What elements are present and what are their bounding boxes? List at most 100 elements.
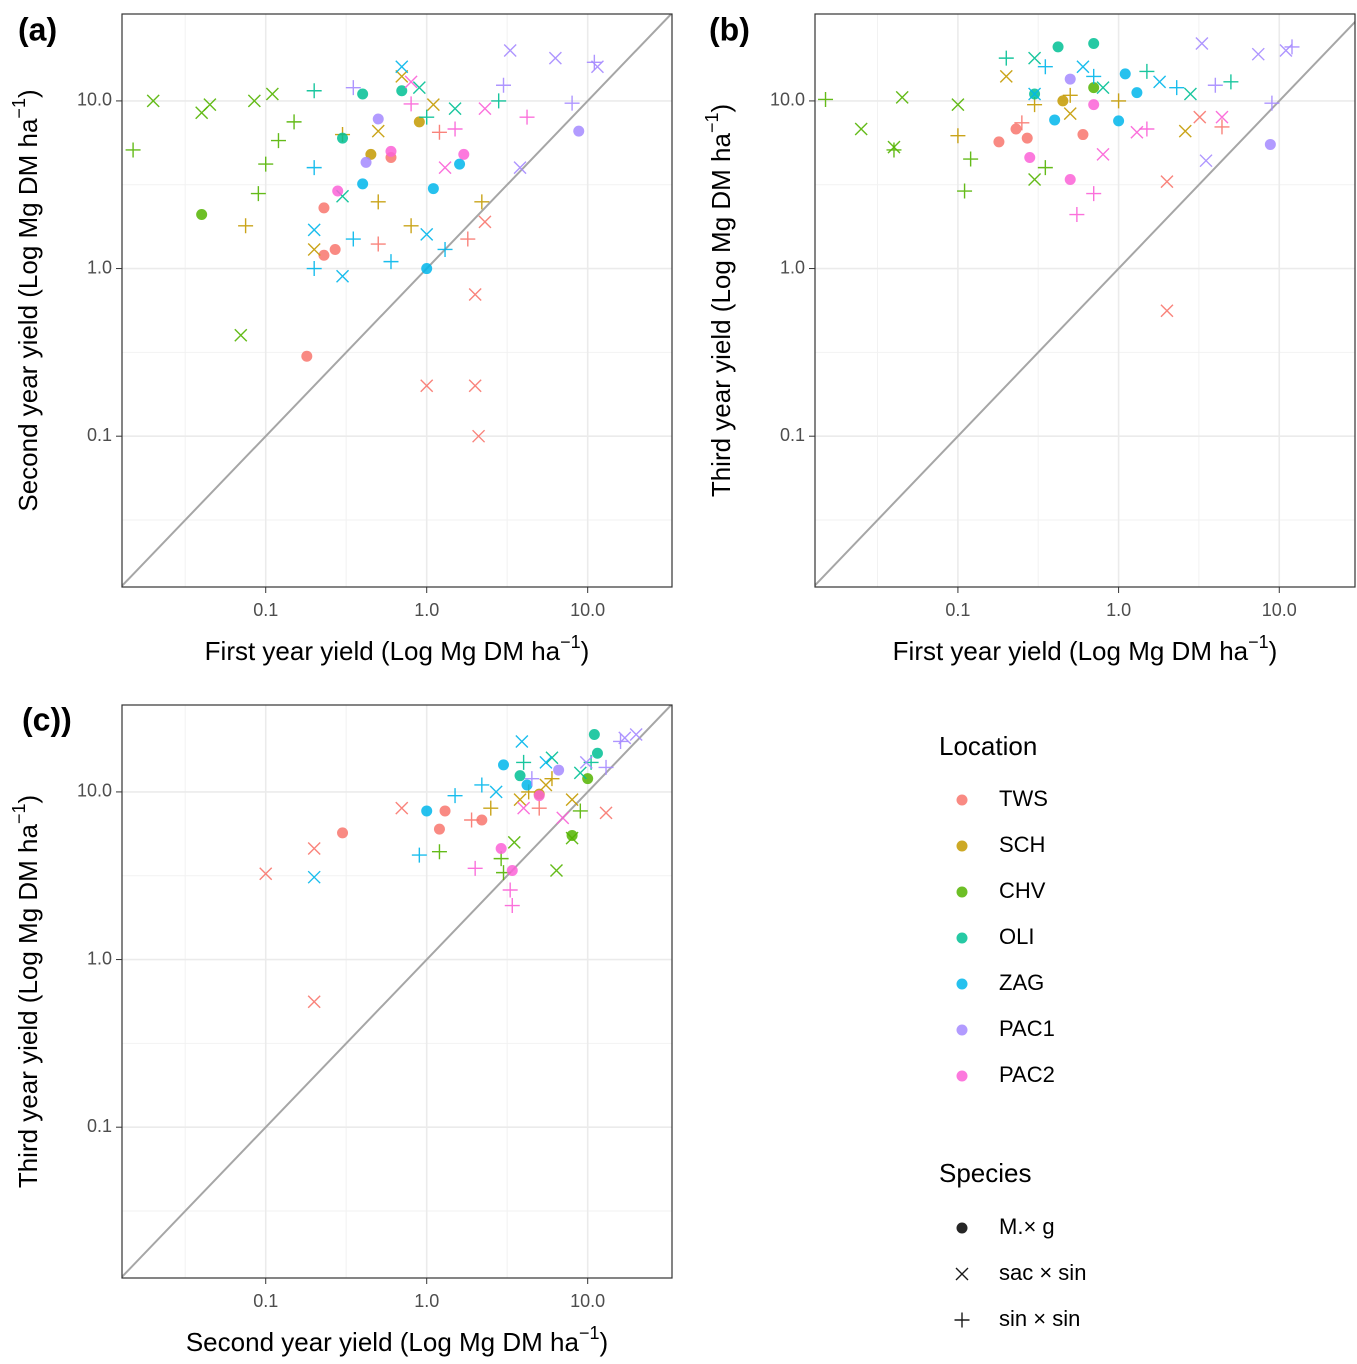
point: [1028, 87, 1042, 101]
point: [489, 785, 503, 799]
point: [203, 98, 217, 112]
point: [478, 215, 492, 229]
point: [491, 93, 507, 109]
point: [1264, 95, 1280, 111]
point: [474, 194, 490, 210]
point: [306, 160, 322, 176]
point: [573, 125, 585, 137]
point: [963, 151, 979, 167]
point: [454, 158, 466, 170]
point: [1088, 99, 1100, 111]
point: [524, 771, 540, 787]
point: [1064, 73, 1076, 85]
point: [238, 218, 254, 234]
point: [513, 161, 527, 175]
legend-swatch: [956, 1222, 968, 1234]
point: [345, 231, 361, 247]
plot-area: [122, 705, 672, 1278]
point: [514, 770, 526, 782]
point: [431, 844, 447, 860]
point: [1139, 121, 1155, 137]
point: [1264, 138, 1276, 150]
y-tick-label: 0.1: [87, 425, 112, 445]
point: [1037, 59, 1053, 75]
point: [365, 148, 377, 160]
point: [1027, 97, 1043, 113]
identity-line: [122, 14, 672, 587]
y-axis-title: Third year yield (Log Mg DM ha−1): [702, 104, 736, 497]
point: [598, 759, 614, 775]
legend-swatch: [956, 1070, 968, 1082]
point: [483, 800, 499, 816]
point: [1111, 93, 1127, 109]
legend-swatch: [956, 840, 968, 852]
y-tick-label: 1.0: [87, 257, 112, 277]
point: [507, 835, 521, 849]
x-axis-title: First year yield (Log Mg DM ha−1): [893, 632, 1278, 666]
point: [395, 69, 409, 83]
point: [1057, 95, 1069, 107]
point: [513, 793, 527, 807]
plot-border: [121, 13, 673, 588]
point: [503, 43, 517, 57]
legend-label: ZAG: [999, 970, 1044, 995]
point: [474, 777, 490, 793]
point: [250, 186, 266, 202]
point: [420, 379, 434, 393]
legend-swatch: [954, 1312, 970, 1328]
point: [1139, 63, 1155, 79]
point: [533, 790, 545, 802]
point: [146, 94, 160, 108]
point: [360, 156, 372, 168]
point: [1063, 107, 1077, 121]
point: [1160, 175, 1174, 189]
point: [306, 83, 322, 99]
y-tick-label: 10.0: [77, 90, 112, 110]
point: [426, 98, 440, 112]
point: [818, 91, 834, 107]
point: [1178, 124, 1192, 138]
x-tick-label: 0.1: [945, 600, 970, 620]
point: [1113, 115, 1125, 127]
panel: 0.1 1.0 10.0 0.1 1.0 10.0 (b) First year yield …: [702, 11, 1356, 666]
point: [412, 81, 426, 95]
point: [306, 261, 322, 277]
legend-label: CHV: [999, 878, 1046, 903]
point: [1214, 119, 1230, 135]
point: [448, 102, 462, 116]
x-tick-label: 10.0: [570, 600, 605, 620]
point: [1024, 151, 1036, 163]
point: [519, 109, 535, 125]
point: [1021, 132, 1033, 144]
point: [1207, 77, 1223, 93]
x-axis-title: First year yield (Log Mg DM ha−1): [205, 632, 590, 666]
point: [419, 109, 435, 125]
legend-label: PAC2: [999, 1062, 1055, 1087]
x-tick-label: 1.0: [414, 1291, 439, 1311]
point: [421, 805, 433, 817]
point: [1088, 38, 1100, 50]
identity-line: [122, 705, 672, 1278]
point: [265, 87, 279, 101]
point: [1183, 87, 1197, 101]
point: [329, 243, 341, 255]
point: [495, 842, 507, 854]
y-tick-label: 0.1: [87, 1116, 112, 1136]
point: [502, 882, 518, 898]
point: [886, 142, 902, 158]
legend-label: sin × sin: [999, 1306, 1080, 1331]
point: [1284, 39, 1300, 55]
point: [337, 132, 349, 144]
point: [464, 812, 480, 828]
point: [371, 124, 385, 138]
point: [998, 50, 1014, 66]
point: [1028, 172, 1042, 186]
point: [531, 800, 547, 816]
legend-swatch: [956, 886, 968, 898]
point: [1049, 114, 1061, 126]
panel-label: (a): [18, 11, 57, 47]
point: [318, 249, 330, 261]
point: [318, 202, 330, 214]
panel-label: (b): [709, 11, 750, 47]
